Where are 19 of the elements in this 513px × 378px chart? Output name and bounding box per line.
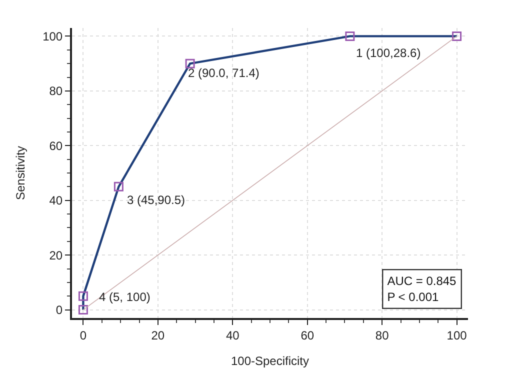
y-tick-label: 60 xyxy=(49,138,63,153)
annotation: 2 (90.0, 71.4) xyxy=(188,66,260,80)
annotation: 3 (45,90.5) xyxy=(127,193,186,207)
y-tick-label: 0 xyxy=(56,302,63,317)
y-tick-label: 80 xyxy=(49,84,63,98)
x-tick-label: 80 xyxy=(375,328,390,342)
annotation: 4 (5, 100) xyxy=(99,290,150,304)
annotation: AUC = 0.845 P < 0.001 xyxy=(387,274,457,304)
y-axis-title: Sensitivity xyxy=(13,146,28,200)
y-tick-label: 100 xyxy=(42,29,63,44)
x-tick-label: 60 xyxy=(300,328,314,342)
x-tick-label: 100 xyxy=(446,328,468,342)
x-tick-label: 0 xyxy=(80,328,87,342)
annotation: 1 (100,28.6) xyxy=(356,46,421,60)
y-tick-label: 40 xyxy=(49,194,63,208)
x-tick-label: 20 xyxy=(151,328,165,342)
y-tick-label: 20 xyxy=(49,248,63,262)
x-axis-title: 100-Specificity xyxy=(230,354,310,368)
x-tick-label: 40 xyxy=(226,328,240,342)
